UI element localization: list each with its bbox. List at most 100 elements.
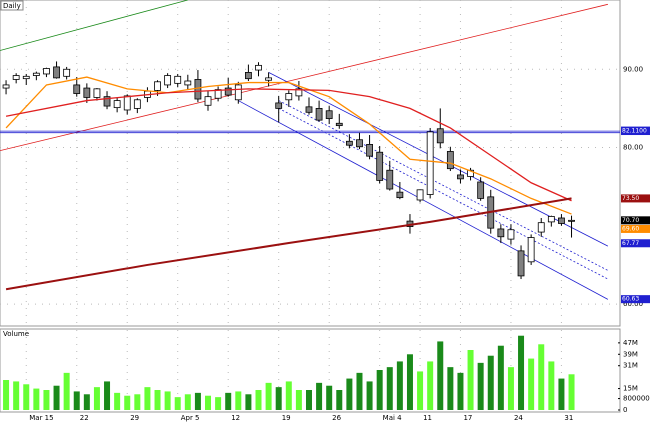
candle-body — [93, 88, 101, 98]
price-marker-label: 60.63 — [622, 296, 639, 303]
volume-bar — [83, 394, 90, 410]
x-tick-label: Mar 15 — [29, 414, 53, 422]
candle-body — [123, 95, 131, 111]
volume-bar — [417, 371, 424, 410]
candle-body — [436, 128, 444, 144]
candle-body — [396, 191, 404, 199]
volume-bar — [497, 345, 504, 410]
volume-bar — [467, 350, 474, 410]
volume-bar — [205, 395, 212, 410]
volume-bar — [23, 384, 30, 410]
volume-tick-label: 39M — [623, 350, 638, 358]
x-tick-label: 24 — [514, 414, 523, 422]
volume-bar — [134, 394, 141, 410]
candle-body — [174, 75, 182, 84]
volume-bar — [63, 372, 70, 410]
candle-body — [43, 68, 50, 75]
candle-body — [32, 72, 40, 76]
x-tick-label: Mai 4 — [383, 414, 402, 422]
x-tick-label: 31 — [564, 414, 573, 422]
x-tick-label: 17 — [463, 414, 472, 422]
volume-bar — [255, 390, 262, 410]
volume-bar — [164, 391, 171, 410]
volume-bar — [275, 387, 282, 410]
volume-bar — [225, 392, 232, 410]
price-marker — [621, 224, 650, 233]
price-marker-label: 70.70 — [622, 217, 639, 224]
volume-bar — [346, 378, 353, 410]
candle-body — [12, 75, 20, 80]
candle-body — [376, 151, 384, 181]
candle-body — [446, 151, 454, 170]
volume-bar — [548, 361, 555, 410]
volume-bar — [184, 394, 191, 410]
candle-body — [537, 222, 545, 233]
volume-bar — [114, 392, 121, 410]
candle-body — [568, 219, 575, 222]
volume-bar — [265, 382, 272, 410]
candle-body — [184, 80, 192, 86]
candle-body — [204, 96, 212, 106]
volume-bar — [194, 392, 201, 410]
volume-bar — [144, 387, 151, 410]
x-tick-label: 12 — [231, 414, 240, 422]
volume-bar — [376, 370, 383, 410]
x-tick-label: 22 — [80, 414, 89, 422]
volume-bar — [538, 344, 545, 410]
candle-body — [366, 144, 373, 157]
candle-body — [133, 99, 141, 109]
volume-bar — [295, 390, 302, 410]
candle-body — [164, 75, 172, 86]
volume-bar — [447, 367, 454, 410]
price-marker-label: 67.77 — [622, 240, 639, 247]
y-tick-label: 90.00 — [623, 65, 643, 73]
x-tick-label: 29 — [130, 414, 139, 422]
trendline — [0, 3, 608, 152]
volume-bar — [396, 361, 403, 410]
price-panel — [0, 0, 621, 327]
volume-bar — [93, 387, 100, 410]
volume-bar — [528, 358, 535, 410]
y-tick-label: 60.00 — [623, 300, 643, 308]
price-marker — [621, 194, 650, 203]
volume-bar — [336, 390, 343, 410]
volume-bar — [154, 390, 161, 410]
candle-body — [305, 106, 313, 113]
trendline — [278, 100, 609, 271]
volume-tick-label: 15M — [623, 385, 638, 393]
candle-body — [154, 81, 161, 91]
price-marker-label: 69.60 — [622, 225, 639, 232]
candle-body — [73, 84, 81, 94]
x-tick-label: 11 — [423, 414, 432, 422]
candle-body — [22, 75, 30, 80]
moving-average — [5, 197, 572, 291]
volume-tick-label: 47M — [623, 339, 638, 347]
candle-body — [295, 88, 303, 97]
candle-body — [275, 102, 283, 109]
volume-bar — [457, 372, 464, 410]
price-marker — [621, 295, 650, 304]
volume-bar — [124, 395, 131, 410]
candle-body — [325, 110, 333, 119]
candle-body — [113, 100, 121, 109]
volume-bar — [356, 372, 363, 410]
volume-bar — [73, 391, 80, 410]
volume-bar — [558, 378, 565, 410]
volume-bar — [477, 362, 484, 410]
candle-body — [457, 174, 464, 180]
chart-title: Daily — [3, 2, 21, 10]
candle-body — [416, 189, 424, 201]
volume-bar — [326, 385, 333, 410]
candle-body — [335, 122, 343, 127]
volume-bar — [437, 341, 444, 410]
volume-bar — [366, 381, 373, 410]
candle-body — [527, 237, 535, 263]
price-marker — [621, 239, 650, 248]
volume-bar — [174, 397, 181, 410]
volume-bar — [427, 361, 434, 410]
candle-body — [53, 66, 60, 79]
candle-body — [63, 68, 71, 77]
candle-body — [467, 169, 474, 177]
volume-bar — [406, 354, 413, 410]
